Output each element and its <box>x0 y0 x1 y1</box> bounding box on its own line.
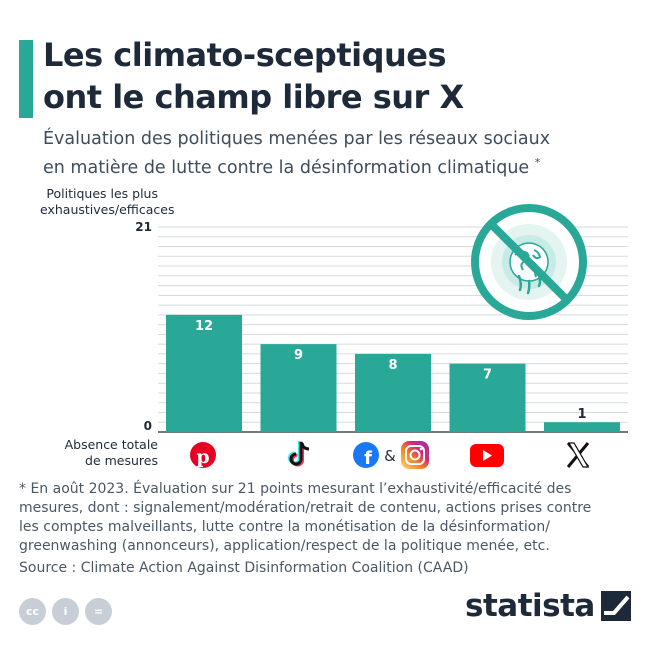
creative-commons-icon[interactable]: cc <box>19 598 46 625</box>
statista-logo-icon <box>600 591 631 621</box>
bar-value-label: 12 <box>195 319 213 334</box>
statista-wordmark: statista <box>465 588 595 624</box>
bar-chart: 21 0 12 9 8 7 1 & p f <box>135 204 628 469</box>
svg-text:f: f <box>364 448 372 469</box>
facebook-icon: f <box>353 442 379 469</box>
bar-value-label: 9 <box>294 348 303 363</box>
axis-top-label-line-2: exhaustives/efficaces <box>40 202 175 217</box>
instagram-icon <box>401 441 429 469</box>
pinterest-icon: p <box>190 442 216 468</box>
subtitle-footnote-mark: * <box>534 156 541 169</box>
subtitle-line-2: en matière de lutte contre la désinforma… <box>43 157 530 178</box>
source-text: Source : Climate Action Against Disinfor… <box>19 560 469 576</box>
youtube-icon <box>470 444 504 467</box>
attribution-icon[interactable]: i <box>52 598 79 625</box>
tiktok-icon <box>288 441 310 467</box>
bar-x <box>544 422 620 432</box>
axis-top-label-line-1: Politiques les plus <box>46 186 158 201</box>
title-line-1: Les climato-sceptiques <box>43 36 447 74</box>
axis-bottom-label-line-2: de mesures <box>85 453 158 468</box>
title-line-2: ont le champ libre sur X <box>43 78 464 116</box>
subtitle-line-1: Évaluation des politiques menées par les… <box>43 129 551 149</box>
footnote-line-3: les comptes malveillants, lutte contre l… <box>19 519 550 535</box>
bar-facebook-instagram <box>355 353 431 432</box>
bar-value-label: 1 <box>577 407 586 422</box>
title-accent-bar <box>19 40 33 118</box>
no-derivatives-icon[interactable]: = <box>85 598 112 625</box>
x-logo-icon <box>566 442 590 468</box>
axis-top-label: Politiques les plus exhaustives/efficace… <box>40 186 175 218</box>
footnote-line-4: greenwashing (annonceurs), application/r… <box>19 538 550 554</box>
bar-tiktok <box>260 344 337 432</box>
footnote-line-2: mesures, dont : signalement/modération/r… <box>19 500 592 516</box>
y-tick-21: 21 <box>135 220 152 234</box>
chart-title: Les climato-sceptiques ont le champ libr… <box>43 34 603 118</box>
axis-bottom-label-line-1: Absence totale <box>64 437 158 452</box>
svg-text:p: p <box>196 446 209 468</box>
license-icons[interactable]: cc i = <box>19 598 112 625</box>
bar-youtube <box>449 363 526 432</box>
facebook-instagram-ampersand: & <box>384 447 396 465</box>
footnote-line-1: * En août 2023. Évaluation sur 21 points… <box>19 481 572 497</box>
footnote: * En août 2023. Évaluation sur 21 points… <box>19 480 631 556</box>
no-climate-denial-icon <box>471 204 587 320</box>
bar-value-label: 8 <box>388 358 397 373</box>
statista-logo[interactable]: statista <box>465 588 631 624</box>
bars: 12 9 8 7 1 <box>166 314 620 432</box>
chart-subtitle: Évaluation des politiques menées par les… <box>43 127 633 180</box>
axis-bottom-label: Absence totale de mesures <box>40 437 158 469</box>
y-tick-0: 0 <box>144 419 152 433</box>
bar-value-label: 7 <box>483 368 492 383</box>
bar-pinterest <box>166 314 242 432</box>
